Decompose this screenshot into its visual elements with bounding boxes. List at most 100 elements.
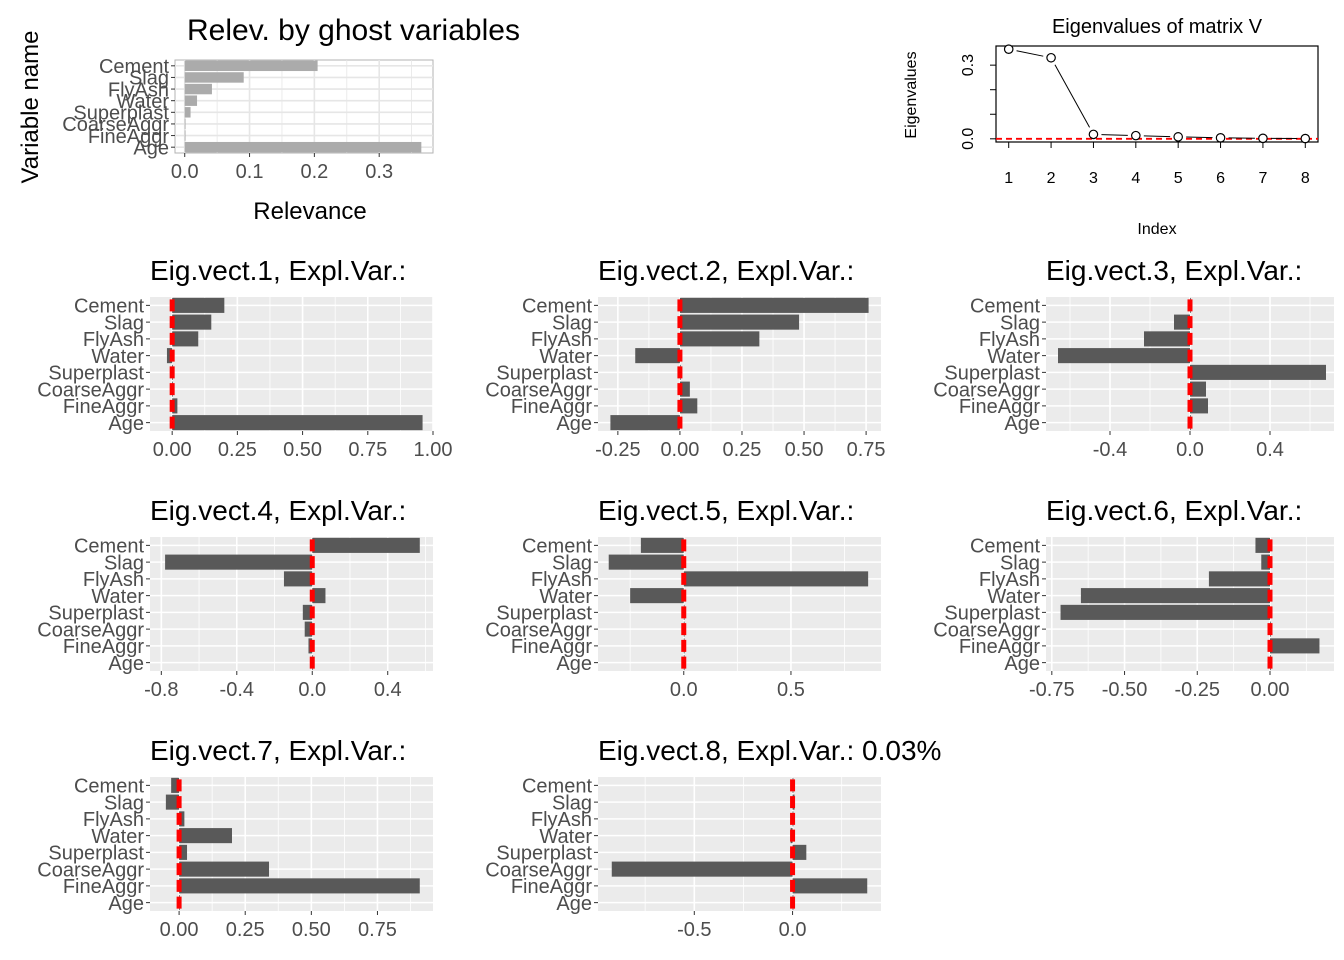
eigen-point <box>1215 133 1226 143</box>
ytick-label: Superplast <box>496 363 592 385</box>
xtick-label: 0.50 <box>292 919 331 941</box>
ytick-label: CoarseAggr <box>62 114 169 136</box>
marker-cement <box>790 779 796 792</box>
eigen-point <box>1046 52 1056 63</box>
ytick-label: Slag <box>552 552 592 574</box>
marker-slag <box>681 556 687 569</box>
bar-cement <box>640 537 684 553</box>
ytick-label: Slag <box>129 68 169 90</box>
ytick-label: Age <box>108 413 144 435</box>
marker-water <box>169 349 175 362</box>
eigvect-4-title: Eig.vect.4, Expl.Var.: <box>150 495 406 526</box>
marker-superplast <box>1267 606 1273 619</box>
eigen-point <box>1003 44 1014 54</box>
ytick-label: Slag <box>104 312 144 334</box>
marker-fineaggr <box>309 639 315 652</box>
xtick-label: 1.00 <box>414 439 453 461</box>
xtick-label: 0.4 <box>1256 439 1284 461</box>
marker-superplast <box>1187 366 1193 379</box>
xtick-label: 0.0 <box>779 919 807 941</box>
bar-slag <box>165 554 313 570</box>
marker-superplast <box>169 366 175 379</box>
xtick-label: 0.75 <box>847 439 886 461</box>
ytick-label: FlyAsh <box>531 569 592 591</box>
ytick-label: CoarseAggr <box>485 379 592 401</box>
xtick-label: 0.25 <box>218 439 257 461</box>
eigen-connector <box>1016 50 1044 57</box>
ytick-label: Slag <box>1000 312 1040 334</box>
bar-superplast <box>1060 604 1270 620</box>
eigen-xtick-label: 6 <box>1216 170 1225 187</box>
ytick-label: Cement <box>74 296 144 318</box>
relevance-ylabel: Variable name <box>17 31 44 184</box>
ytick-label: Cement <box>99 56 169 78</box>
ytick-label: Age <box>556 413 592 435</box>
ytick-label: Superplast <box>496 843 592 865</box>
marker-age <box>681 656 687 669</box>
ytick-label: Superplast <box>944 603 1040 625</box>
ytick-label: FineAggr <box>511 396 592 418</box>
eigvect-3-chart: Eig.vect.3, Expl.Var.: CementSlagFlyAshW… <box>933 255 1334 461</box>
ytick-label: FlyAsh <box>83 329 144 351</box>
eigen-connector <box>1054 64 1091 128</box>
eigenvalues-ylabel: Eigenvalues <box>903 51 920 138</box>
bar-cement <box>312 537 420 553</box>
marker-water <box>677 349 683 362</box>
marker-slag <box>1267 556 1273 569</box>
xtick-label: 0.5 <box>777 679 805 701</box>
ytick-label: FlyAsh <box>531 809 592 831</box>
eigvect-5-title: Eig.vect.5, Expl.Var.: <box>598 495 854 526</box>
eigenvalues-chart: Eigenvalues of matrix V Index Eigenvalue… <box>903 16 1319 238</box>
bar-slag <box>1261 554 1270 570</box>
bar-superplast <box>1190 364 1326 380</box>
marker-flyash <box>1267 572 1273 585</box>
bar-slag <box>608 554 684 570</box>
ytick-label: CoarseAggr <box>37 379 144 401</box>
ytick-label: FineAggr <box>63 636 144 658</box>
ytick-label: FlyAsh <box>83 809 144 831</box>
eigvect-8-chart: Eig.vect.8, Expl.Var.: 0.03% CementSlagF… <box>485 735 941 941</box>
marker-fineaggr <box>790 879 796 892</box>
bar-water <box>1058 348 1190 364</box>
bar-superplast <box>302 604 313 620</box>
xtick-label: -0.4 <box>220 679 254 701</box>
marker-cement <box>176 779 182 792</box>
eigen-point <box>1088 129 1099 140</box>
bar-fineaggr <box>792 878 868 894</box>
ytick-label: Slag <box>552 312 592 334</box>
bar-water <box>184 95 198 106</box>
xtick-label: 0.25 <box>723 439 762 461</box>
ytick-label: FlyAsh <box>83 569 144 591</box>
xtick-label: -0.4 <box>1093 439 1127 461</box>
bar-age <box>184 141 422 153</box>
eigen-xtick-label: 4 <box>1131 170 1140 187</box>
xtick-label: 0.50 <box>785 439 824 461</box>
marker-coarseaggr <box>169 383 175 396</box>
xtick-label: -0.5 <box>677 919 711 941</box>
bar-superplast <box>179 844 188 860</box>
marker-slag <box>309 556 315 569</box>
eigen-xtick-label: 8 <box>1301 170 1310 187</box>
relevance-chart: Relev. by ghost variables Relevance Vari… <box>17 14 520 225</box>
eigen-xtick-label: 5 <box>1174 170 1183 187</box>
ytick-label: FineAggr <box>959 396 1040 418</box>
xtick-label: 0.50 <box>283 439 322 461</box>
eigen-xtick-label: 2 <box>1047 170 1056 187</box>
ytick-label: Water <box>539 826 592 848</box>
marker-flyash <box>169 332 175 345</box>
xtick-label: 0.3 <box>365 161 393 183</box>
bar-fineaggr <box>679 398 698 414</box>
bar-cement <box>1255 537 1270 553</box>
marker-superplast <box>681 606 687 619</box>
xtick-label: -0.50 <box>1102 679 1148 701</box>
ytick-label: Water <box>987 346 1040 368</box>
ytick-label: Superplast <box>944 363 1040 385</box>
relevance-title: Relev. by ghost variables <box>187 14 520 47</box>
ytick-label: Age <box>108 893 144 915</box>
eigenvalues-title: Eigenvalues of matrix V <box>1052 16 1263 38</box>
bar-water <box>166 348 173 364</box>
ytick-label: Water <box>539 346 592 368</box>
xtick-label: 0.00 <box>160 919 199 941</box>
bar-slag <box>165 794 180 810</box>
ytick-label: CoarseAggr <box>37 619 144 641</box>
